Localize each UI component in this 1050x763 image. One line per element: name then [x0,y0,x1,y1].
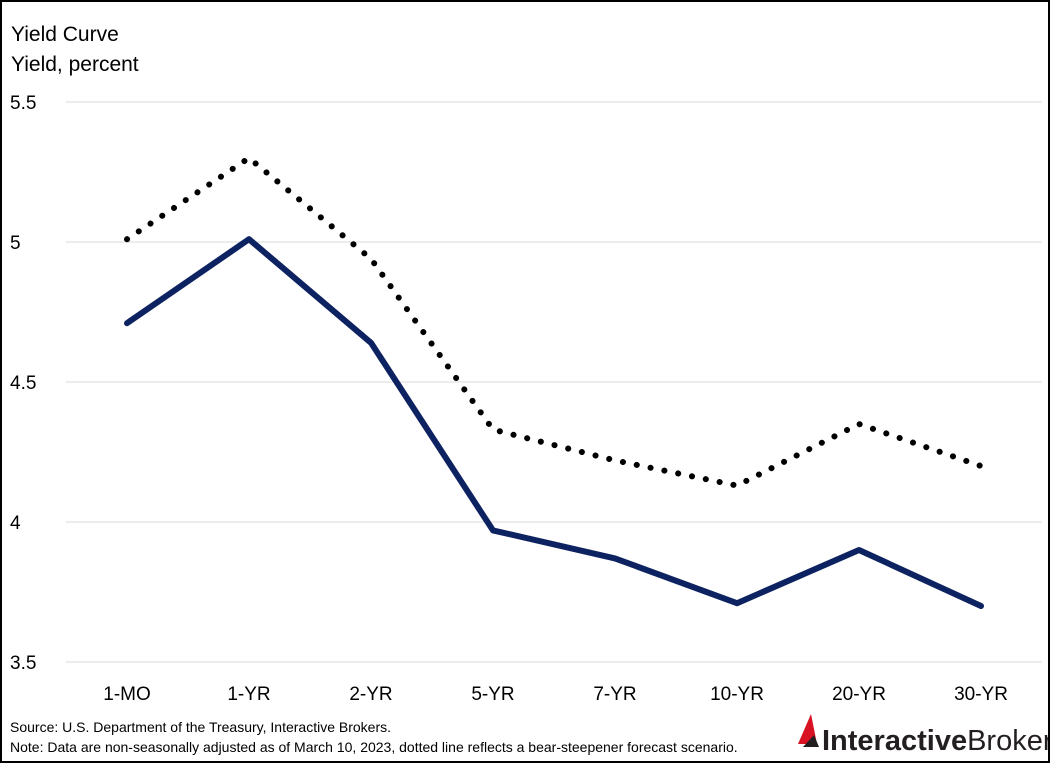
x-tick-label: 30-YR [954,684,1008,705]
footnote: Note: Data are non-seasonally adjusted a… [10,739,738,755]
x-tick-label: 5-YR [471,684,514,705]
x-tick-label: 7-YR [593,684,636,705]
series-line-solid [124,236,984,609]
gridlines [66,101,1042,663]
y-tick-label: 3.5 [10,653,36,674]
x-tick-label: 10-YR [710,684,764,705]
x-tick-label: 1-MO [103,684,151,705]
brand-name-part2: Brokers [967,725,1048,757]
series-line-dotted [124,154,984,489]
series-lines [124,154,984,609]
y-tick-label: 5 [10,233,21,254]
source-note: Source: U.S. Department of the Treasury,… [10,719,391,735]
x-tick-label: 1-YR [227,684,270,705]
y-tick-label: 4 [10,513,21,534]
y-tick-label: 5.5 [10,93,36,114]
y-tick-labels: 3.5 4 4.5 5 5.5 [10,93,36,674]
x-tick-label: 20-YR [832,684,886,705]
y-tick-label: 4.5 [10,373,36,394]
chart-title: Yield Curve [11,23,119,46]
brand-mark-icon [798,714,819,747]
x-tick-labels: 1-MO 1-YR 2-YR 5-YR 7-YR 10-YR 20-YR 30-YR [103,684,1008,705]
brand-name-part1: Interactive [822,725,967,757]
y-axis-label: Yield, percent [11,53,139,76]
x-tick-label: 2-YR [349,684,392,705]
